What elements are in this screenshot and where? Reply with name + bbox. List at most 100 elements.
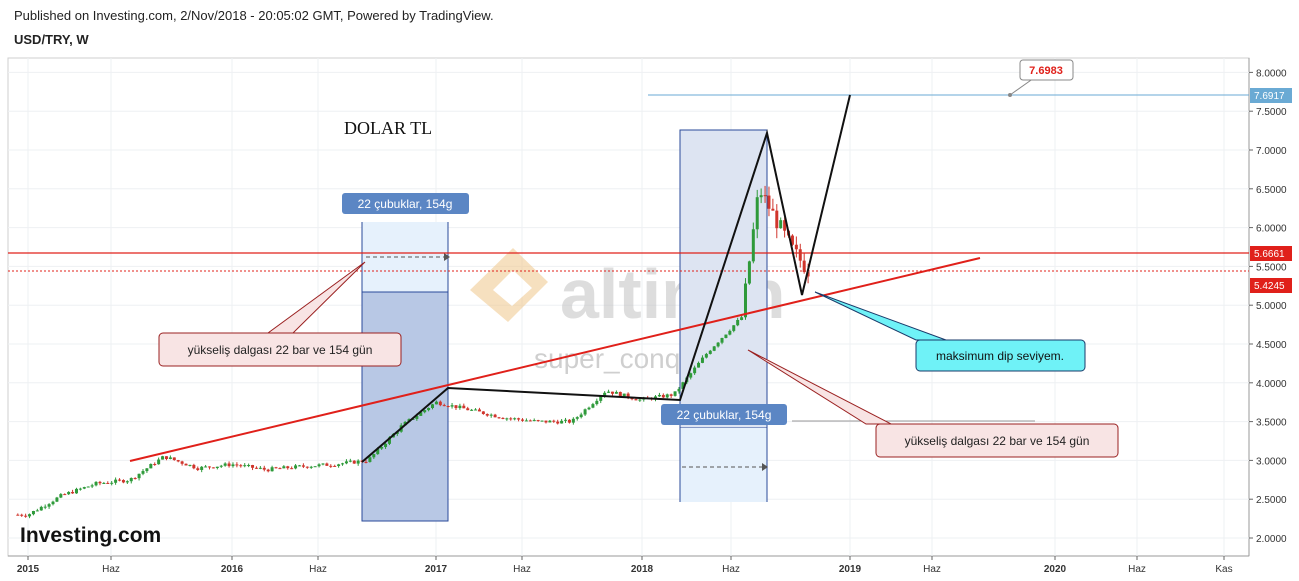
candle-body [67,491,71,495]
candle-body [219,465,223,467]
y-tick-label: 6.0000 [1256,224,1287,235]
candle-body [90,485,94,487]
candle-body [669,394,673,396]
callout-3[interactable]: maksimum dip seviyem. [814,291,1086,372]
callout-2-text: yükseliş dalgası 22 bar ve 154 gün [905,434,1090,448]
candle-body [767,195,771,209]
candle-body [352,460,356,464]
candle-body [610,391,614,394]
plot-area [7,57,1250,557]
candle-body [121,480,125,483]
y-tick-label: 7.0000 [1256,146,1287,157]
brand-text-span: Investing.com [20,524,161,547]
candle-body [509,418,513,420]
x-axis: 2015 Haz 2016 Haz 2017 Haz 2018 Haz 2019 Haz 2020 H… [17,556,1233,575]
candle-body [513,418,517,420]
candle-body [51,501,55,505]
y-tick-label: 5.5000 [1256,262,1287,273]
candle-body [356,460,360,464]
candle-body [571,418,575,423]
target-value: 7.6983 [1029,65,1063,77]
candle-body [114,479,118,483]
candle-body [540,420,544,422]
altin-logo-icon [470,248,548,322]
candle-body [567,419,571,423]
candle-body [145,468,149,472]
callout-2[interactable]: yükseliş dalgası 22 bar ve 154 gün [747,349,1119,458]
candle-body [196,468,200,470]
trend-line[interactable] [129,257,981,462]
candle-body [106,482,110,484]
candle-body [368,457,372,462]
candle-body [771,208,775,211]
candle-body [129,478,133,482]
candle-body [39,506,43,511]
candle-body [313,466,317,468]
callout-1[interactable]: yükseliş dalgası 22 bar ve 154 gün [158,261,402,367]
price-tag-resistance: 5.6661 [1250,246,1292,261]
candle-body [517,418,521,420]
candle-body [274,467,278,469]
candle-body [86,486,90,488]
candle-body [200,466,204,470]
range-box-1[interactable] [361,291,449,522]
candle-body [157,459,161,465]
x-tick-label: 2015 [17,564,40,575]
candle-body [673,391,677,396]
published-info: Published on Investing.com, 2/Nov/2018 -… [14,8,494,23]
candle-body [78,488,82,490]
candle-body [458,405,462,409]
candle-body [607,391,611,393]
candle-body [751,229,755,262]
candle-body [434,401,438,405]
range-label-1-text: 22 çubuklar, 154g [358,197,453,211]
range-label-1: 22 çubuklar, 154g [342,193,469,214]
candle-body [94,481,98,486]
candle-body [376,448,380,455]
candle-body [708,350,712,354]
candle-body [704,353,708,358]
candle-body [489,414,493,416]
candle-body [262,467,266,470]
candle-body [270,467,274,472]
candle-body [188,464,192,466]
candle-body [341,463,345,465]
candle-body [227,463,231,467]
x-tick-label: Haz [309,564,327,575]
candle-body [235,464,239,466]
candle-body [348,460,352,462]
candle-body [790,235,794,245]
candle-body [740,317,744,320]
x-tick-label: 2016 [221,564,244,575]
candle-body [497,417,501,419]
price-tag-target-text: 7.6917 [1254,91,1285,102]
price-tag-resistance-text: 5.6661 [1254,249,1285,260]
y-tick-label: 3.0000 [1256,456,1287,467]
candle-body [325,463,329,466]
candle-body [470,409,474,411]
investing-logo: Investing.com [20,524,161,547]
candle-body [599,396,603,401]
candle-body [548,420,552,423]
price-tag-support-text: 5.4245 [1254,281,1285,292]
candle-body [661,394,665,398]
callout-1-text: yükseliş dalgası 22 bar ve 154 gün [188,343,373,357]
candle-body [634,399,638,401]
candle-body [603,392,607,397]
candle-body [677,388,681,392]
candle-body [419,412,423,416]
candle-body [16,514,20,516]
wave-pattern[interactable] [361,94,851,463]
candle-body [626,393,630,398]
candle-body [20,514,24,516]
y-tick-label: 5.0000 [1256,301,1287,312]
candle-body [223,463,227,466]
candle-body [536,420,540,422]
range-label-2: 22 çubuklar, 154g [661,404,787,425]
candle-body [783,220,787,231]
candle-body [98,481,102,484]
target-label[interactable]: 7.6983 [1008,59,1074,97]
y-tick-label: 7.5000 [1256,107,1287,118]
candle-body [583,409,587,415]
